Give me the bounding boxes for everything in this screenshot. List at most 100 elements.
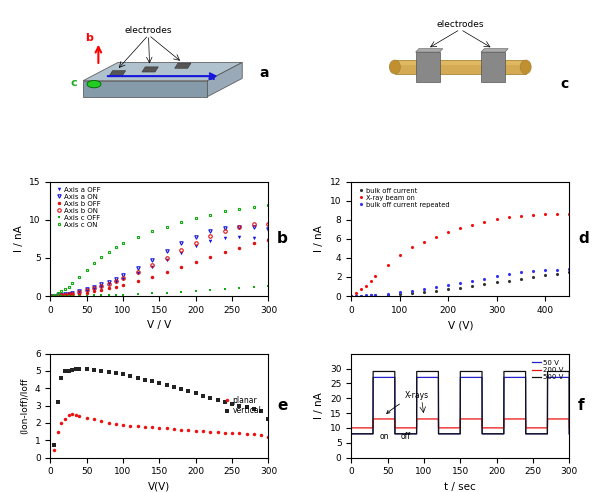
Text: b: b <box>277 231 288 246</box>
Axis a ON <box>221 225 228 231</box>
planar <box>257 431 264 437</box>
Legend: bulk off current, X-ray beam on, bulk off current repeated: bulk off current, X-ray beam on, bulk of… <box>355 185 452 211</box>
X-ray beam on <box>554 211 561 217</box>
X-ray beam on <box>481 219 488 225</box>
planar <box>265 434 272 440</box>
Text: on: on <box>379 432 389 441</box>
Axis c OFF <box>98 292 105 298</box>
Axis a ON <box>250 224 257 230</box>
X-ray beam on <box>469 222 476 228</box>
Axis a ON <box>178 241 185 246</box>
Axis c ON <box>83 267 90 273</box>
bulk off current repeated <box>408 288 415 294</box>
X-ray beam on <box>505 215 512 220</box>
Axis c OFF <box>236 285 243 291</box>
Polygon shape <box>208 62 243 97</box>
Axis a ON <box>65 291 72 297</box>
X-ray beam on <box>384 262 391 268</box>
vertical <box>120 371 127 377</box>
500 V <box>480 431 487 437</box>
planar <box>192 428 199 433</box>
bulk off current <box>517 276 524 281</box>
bulk off current <box>353 293 360 299</box>
Line: Axis b ON: Axis b ON <box>49 222 270 298</box>
vertical <box>91 367 98 373</box>
X-axis label: t / sec: t / sec <box>444 482 476 492</box>
planar <box>72 412 79 418</box>
Axis a OFF <box>207 238 214 244</box>
500 V <box>391 369 398 374</box>
vertical <box>112 370 119 376</box>
200 V <box>556 416 563 422</box>
Axis a ON <box>120 272 127 278</box>
planar <box>58 420 65 426</box>
Axis c ON <box>112 245 119 250</box>
vertical <box>207 395 214 401</box>
X-ray beam on <box>420 239 428 245</box>
50 V <box>369 374 377 380</box>
Axis a OFF <box>69 291 76 297</box>
vertical <box>127 373 134 379</box>
Axis a OFF <box>236 234 243 240</box>
X-ray beam on <box>367 278 374 284</box>
200 V <box>480 425 487 431</box>
Axis c ON <box>192 215 199 221</box>
Text: electrodes: electrodes <box>125 26 172 35</box>
Axis c OFF <box>69 293 76 299</box>
Polygon shape <box>83 81 208 97</box>
Polygon shape <box>481 49 508 52</box>
Axis c ON <box>62 286 69 292</box>
planar <box>62 417 69 423</box>
Axis b OFF <box>91 288 98 294</box>
500 V <box>452 431 460 437</box>
X-ray beam on <box>362 282 369 288</box>
Axis b OFF <box>236 245 243 250</box>
Y-axis label: I / nA: I / nA <box>314 225 324 252</box>
Legend: Axis a OFF, Axis a ON, Axis b OFF, Axis b ON, Axis c OFF, Axis c ON: Axis a OFF, Axis a ON, Axis b OFF, Axis … <box>54 185 103 229</box>
bulk off current repeated <box>505 271 512 277</box>
Axis c OFF <box>112 292 119 298</box>
Axis a ON <box>98 281 105 287</box>
Y-axis label: I / nA: I / nA <box>314 392 324 419</box>
Axis a OFF <box>112 279 119 285</box>
Axis b ON <box>65 291 72 297</box>
Axis b OFF <box>192 259 199 265</box>
vertical <box>163 382 170 388</box>
Axis c ON <box>250 204 257 210</box>
bulk off current repeated <box>469 278 476 284</box>
bulk off current <box>505 277 512 283</box>
Axis b ON <box>50 293 58 299</box>
bulk off current <box>493 279 500 285</box>
Axis b ON <box>207 233 214 239</box>
Axis c OFF <box>178 289 185 295</box>
planar <box>156 425 163 430</box>
Axis b ON <box>62 292 69 298</box>
50 V <box>480 431 487 437</box>
Axis c OFF <box>91 292 98 298</box>
50 V <box>435 374 442 380</box>
vertical <box>98 368 105 374</box>
Axis a ON <box>134 265 141 271</box>
Axis b OFF <box>50 293 58 299</box>
500 V <box>435 369 442 374</box>
planar <box>199 429 206 434</box>
Axis c ON <box>178 219 185 225</box>
Axis a ON <box>83 286 90 292</box>
200 V <box>347 425 355 431</box>
vertical <box>156 380 163 386</box>
Axis a ON <box>149 257 156 263</box>
50 V <box>566 431 573 437</box>
Line: Axis c OFF: Axis c OFF <box>49 284 270 298</box>
bulk off current repeated <box>493 273 500 279</box>
vertical <box>199 393 206 399</box>
50 V <box>420 374 427 380</box>
vertical <box>58 375 65 381</box>
Axis c OFF <box>221 286 228 292</box>
bulk off current repeated <box>362 292 369 298</box>
Axis c OFF <box>62 293 69 299</box>
bulk off current repeated <box>457 280 464 286</box>
Axis b ON <box>76 289 83 295</box>
Axis b OFF <box>221 249 228 255</box>
Polygon shape <box>416 49 443 52</box>
Axis b ON <box>47 293 54 299</box>
